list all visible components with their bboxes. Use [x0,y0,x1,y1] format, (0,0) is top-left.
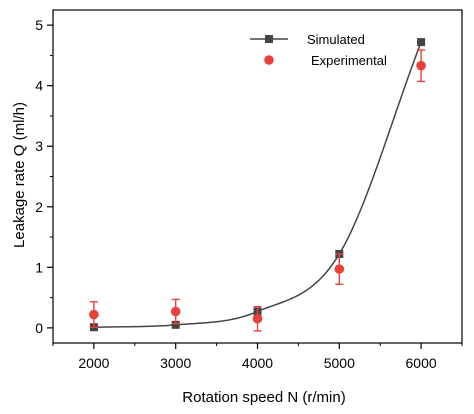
x-tick-label: 2000 [78,355,109,371]
y-tick-label: 2 [35,199,43,215]
experimental-point [334,264,345,274]
y-tick-label: 0 [35,320,43,336]
experimental-point [416,60,426,71]
experimental-point [252,313,263,324]
x-tick-label: 5000 [324,355,355,371]
experimental-point [170,306,181,317]
y-axis-title: Leakage rate Q (ml/h) [11,102,28,248]
legend: Simulated Experimental [250,32,387,68]
x-axis-title: Rotation speed N (r/min) [182,389,345,406]
legend-experimental-label: Experimental [311,53,387,68]
legend-simulated-marker [265,35,273,43]
x-tick-label: 3000 [160,355,191,371]
simulated-point [417,38,426,47]
legend-experimental-marker [264,55,274,65]
plot-area [89,38,426,332]
y-tick-label: 1 [35,259,43,275]
experimental-point [89,309,99,320]
simulated-point [171,320,180,329]
y-tick-label: 4 [35,78,43,94]
x-tick-label: 4000 [242,355,273,371]
y-tick-label: 5 [35,17,43,33]
legend-simulated-label: Simulated [307,32,365,47]
x-tick-label: 6000 [406,355,437,371]
axes: 2000 3000 4000 5000 6000 0 1 2 3 4 5 [35,9,463,371]
y-tick-label: 3 [35,138,43,154]
